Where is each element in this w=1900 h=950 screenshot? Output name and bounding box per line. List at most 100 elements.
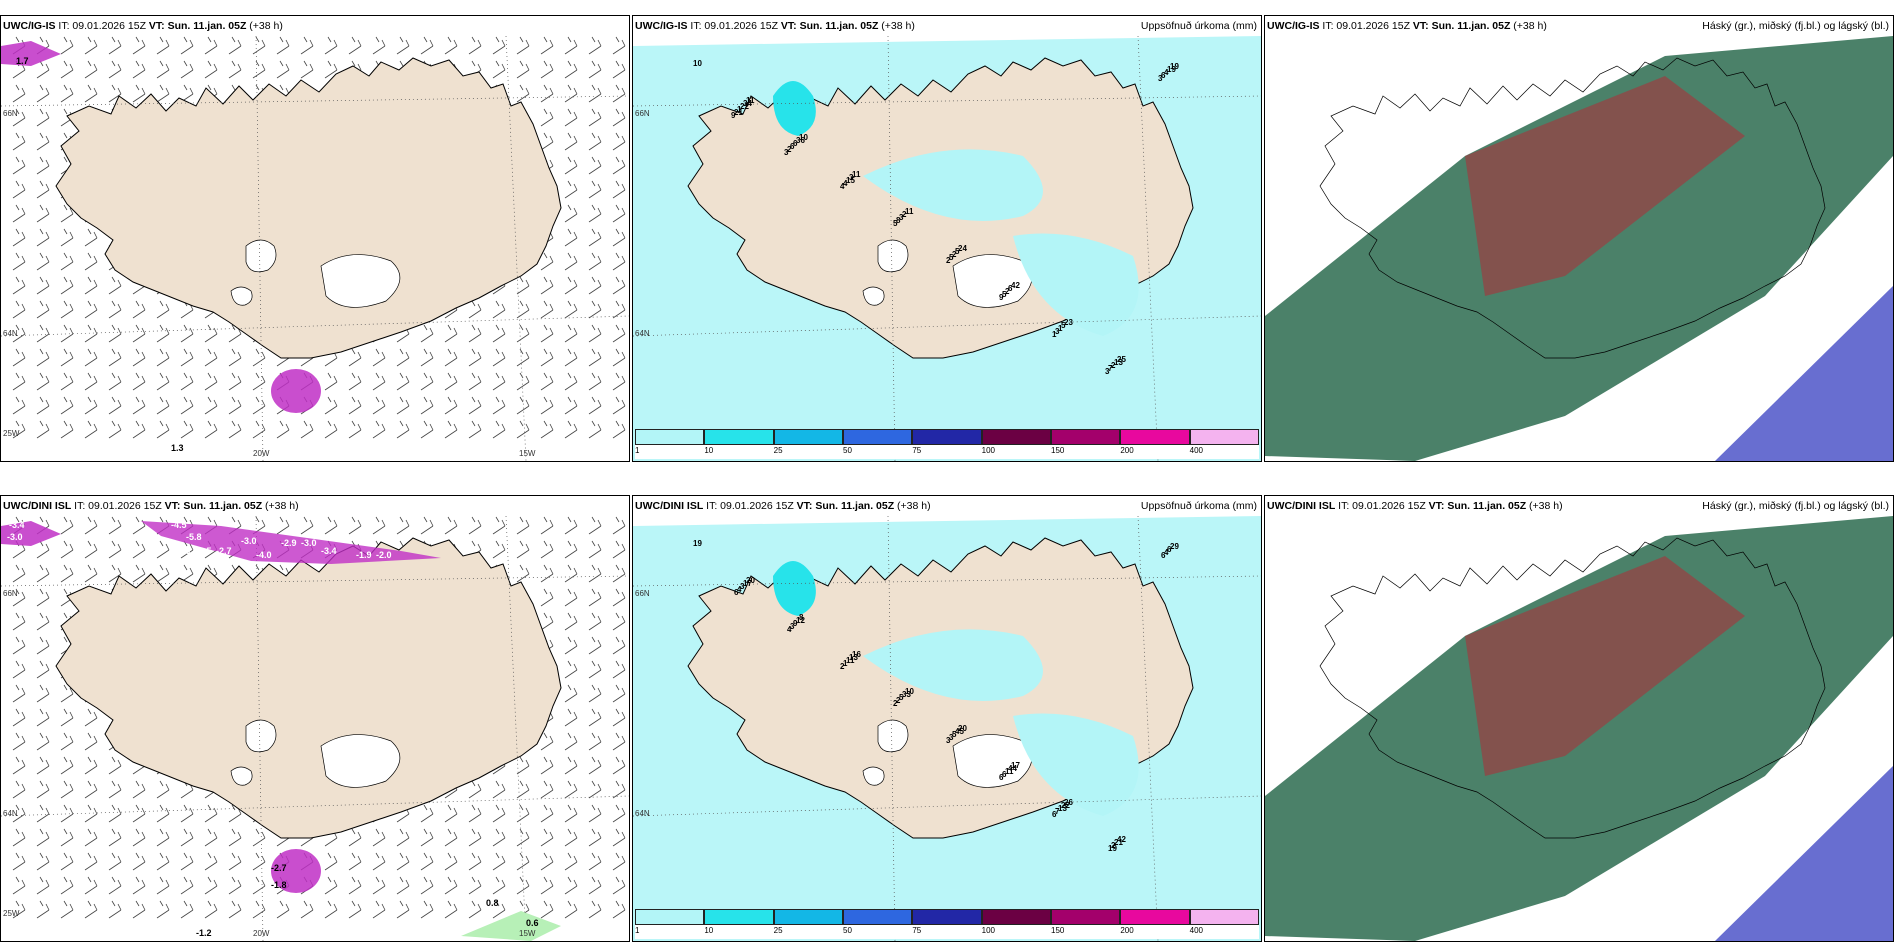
longitude-line [255, 516, 264, 941]
precip-value: 19 [1108, 844, 1117, 853]
temperature-area [141, 521, 441, 564]
wind-barb [132, 804, 146, 823]
wind-barb [612, 756, 626, 775]
wind-barb [36, 660, 50, 679]
wind-barb [36, 372, 50, 391]
wind-barb [588, 852, 602, 871]
wind-barb [588, 204, 602, 223]
wind-barb [84, 276, 98, 295]
precip-value: 2 [896, 696, 901, 705]
panel-header: UWC/IG-IS IT: 09.01.2026 15Z VT: Sun. 11… [1, 16, 629, 36]
wind-barb [108, 852, 122, 871]
glacier [230, 286, 253, 306]
wind-barb [564, 540, 578, 559]
wind-barb [612, 252, 626, 271]
wind-barb [588, 396, 602, 415]
wind-barb [540, 588, 554, 607]
wind-barb [588, 84, 602, 103]
colorbar-tick: 50 [843, 926, 852, 935]
wind-barb [156, 900, 170, 919]
wind-barb [564, 252, 578, 271]
wind-barb [588, 300, 602, 319]
wind-barb [36, 684, 50, 703]
wind-barb [612, 372, 626, 391]
wind-barb [252, 420, 266, 439]
colorbar: 1 10 25 50 75 100 150 200 400 [635, 909, 1259, 939]
wind-barb [540, 852, 554, 871]
wind-barb [564, 204, 578, 223]
wind-barb [540, 564, 554, 583]
precip-map: 66N64N1011101111244223251934363256513192… [633, 36, 1261, 461]
lat-label: 64N [635, 809, 650, 818]
precip-value: 5 [952, 730, 957, 739]
longitude-line [1137, 516, 1159, 941]
precip-value: 17 [743, 579, 752, 588]
wind-barb [540, 108, 554, 127]
wind-barb [540, 84, 554, 103]
colorbar-tick: 10 [704, 926, 714, 935]
precip-area [1013, 233, 1139, 336]
wind-barb [60, 84, 74, 103]
precip-value: 6 [1002, 770, 1007, 779]
wind-barb [588, 588, 602, 607]
wind-barb [12, 108, 26, 127]
wind-barb [468, 828, 482, 847]
wind-barb [444, 348, 458, 367]
precip-value: 8 [799, 613, 804, 622]
wind-barb [564, 660, 578, 679]
wind-barb [372, 348, 386, 367]
precip-value: 4 [1164, 548, 1169, 557]
lon-label: 25W [3, 909, 20, 918]
wind-barb [468, 900, 482, 919]
valid-time: VT: Sun. 11.jan. 05Z [796, 500, 895, 512]
wind-barb [612, 588, 626, 607]
wind-barb [516, 36, 530, 55]
precip-value: 3 [784, 148, 789, 157]
wind-barb [372, 36, 386, 55]
cloud-map [1265, 36, 1893, 461]
precip-value: 9 [731, 111, 736, 120]
wind-barb [420, 396, 434, 415]
wind-barb [252, 876, 266, 895]
wind-barb [12, 684, 26, 703]
wind-barb [228, 60, 242, 79]
colorbar-swatch [981, 909, 1051, 925]
wind-barb [36, 156, 50, 175]
wind-barb [180, 60, 194, 79]
precip-value: 20 [746, 576, 755, 585]
wind-barb [588, 540, 602, 559]
wind-barb [132, 60, 146, 79]
wind-barb [156, 348, 170, 367]
wind-barb [204, 900, 218, 919]
wind-barb [180, 324, 194, 343]
precip-value: 3 [740, 582, 745, 591]
field-title: Háský (gr.), miðský (fj.bl.) og lágský (… [1702, 20, 1889, 32]
wind-barb [564, 708, 578, 727]
wind-barb [12, 828, 26, 847]
lead-time: (+38 h) [897, 500, 931, 512]
wind-barb [132, 876, 146, 895]
wind-barb [564, 828, 578, 847]
colorbar-swatch [635, 909, 705, 925]
precip-value: 23 [1064, 318, 1073, 327]
wind-barb [84, 300, 98, 319]
wind-barb [12, 228, 26, 247]
latitude-line [1, 315, 629, 337]
wind-barb [564, 516, 578, 535]
precip-value: 2 [893, 699, 898, 708]
wind-barb [84, 60, 98, 79]
wind-barb [12, 84, 26, 103]
wind-barb [156, 852, 170, 871]
colorbar-tick: 400 [1189, 926, 1204, 935]
lon-label: 20W [253, 449, 270, 458]
longitude-line [255, 36, 264, 461]
wind-barb [492, 36, 506, 55]
wind-barb [492, 780, 506, 799]
wind-barb [84, 876, 98, 895]
precip-value: 2 [946, 256, 951, 265]
wind-barb [60, 828, 74, 847]
wind-barb [36, 228, 50, 247]
wind-barb [84, 900, 98, 919]
colorbar-swatch [912, 909, 982, 925]
